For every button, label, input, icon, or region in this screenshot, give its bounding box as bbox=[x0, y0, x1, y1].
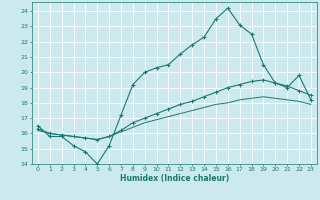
X-axis label: Humidex (Indice chaleur): Humidex (Indice chaleur) bbox=[120, 174, 229, 183]
